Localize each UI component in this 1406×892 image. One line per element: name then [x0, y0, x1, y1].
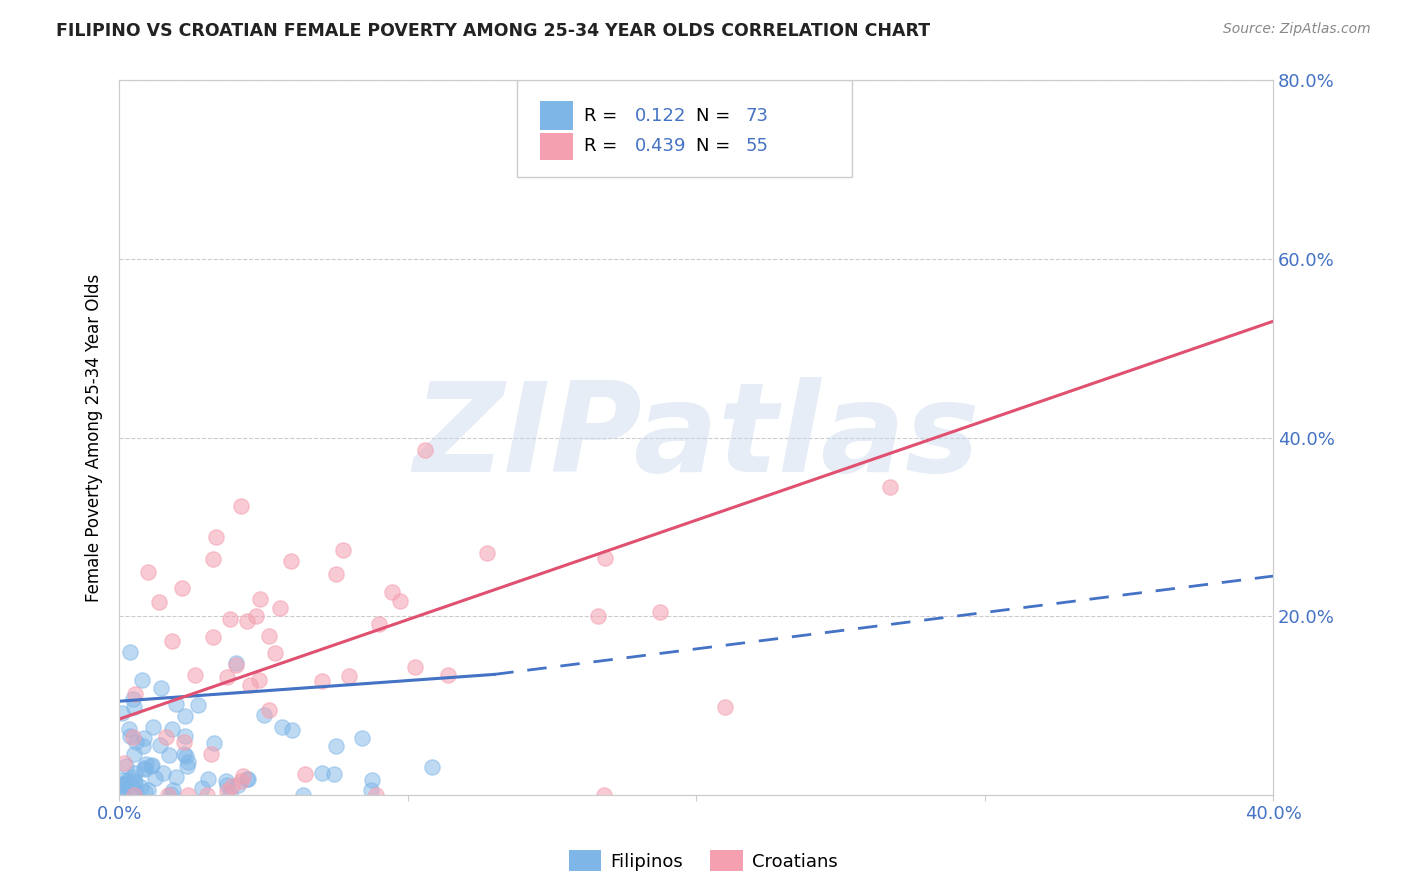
Bar — [540, 133, 572, 160]
Text: 0.439: 0.439 — [636, 137, 686, 155]
Text: ZIPatlas: ZIPatlas — [413, 377, 980, 498]
Text: 0.122: 0.122 — [636, 107, 686, 125]
Text: Source: ZipAtlas.com: Source: ZipAtlas.com — [1223, 22, 1371, 37]
Text: N =: N = — [696, 107, 737, 125]
Legend: Filipinos, Croatians: Filipinos, Croatians — [561, 843, 845, 879]
Text: N =: N = — [696, 137, 737, 155]
Bar — [540, 102, 572, 130]
Text: R =: R = — [585, 137, 623, 155]
Text: FILIPINO VS CROATIAN FEMALE POVERTY AMONG 25-34 YEAR OLDS CORRELATION CHART: FILIPINO VS CROATIAN FEMALE POVERTY AMON… — [56, 22, 931, 40]
Text: R =: R = — [585, 107, 623, 125]
FancyBboxPatch shape — [517, 80, 852, 177]
Text: 55: 55 — [745, 137, 769, 155]
Text: 73: 73 — [745, 107, 769, 125]
Y-axis label: Female Poverty Among 25-34 Year Olds: Female Poverty Among 25-34 Year Olds — [86, 273, 103, 601]
